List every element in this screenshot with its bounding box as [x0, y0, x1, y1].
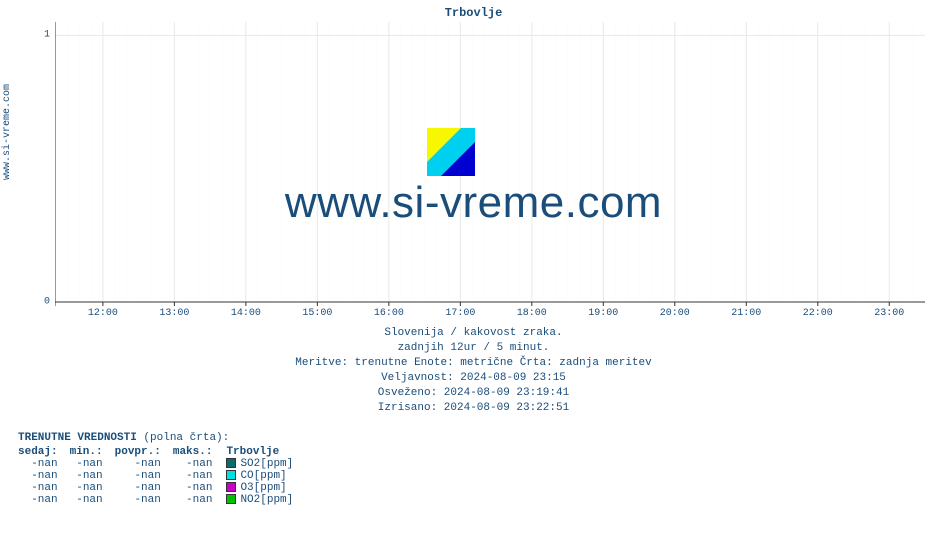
x-tick-label: 12:00: [88, 308, 118, 319]
legend-col-povpr: povpr.:: [115, 446, 173, 458]
x-tick-label: 17:00: [445, 308, 475, 319]
legend-value: -nan: [70, 482, 115, 494]
legend-col-min: min.:: [70, 446, 115, 458]
legend-title-rest: (polna črta):: [137, 432, 229, 444]
x-tick-label: 19:00: [588, 308, 618, 319]
legend-value: -nan: [115, 458, 173, 470]
legend-row: -nan-nan-nan-nanSO2[ppm]: [18, 458, 305, 470]
x-tick-label: 20:00: [660, 308, 690, 319]
legend-value: -nan: [18, 482, 70, 494]
y-tick-label: 0: [44, 297, 50, 308]
legend-value: -nan: [173, 494, 225, 506]
meta-line-2: zadnjih 12ur / 5 minut.: [0, 341, 947, 356]
legend-value: -nan: [115, 494, 173, 506]
legend-value: -nan: [18, 458, 70, 470]
y-tick-label: 1: [44, 30, 50, 41]
x-tick-label: 15:00: [302, 308, 332, 319]
chart-title: Trbovlje: [0, 6, 947, 20]
chart-metadata: Slovenija / kakovost zraka. zadnjih 12ur…: [0, 326, 947, 416]
legend-swatch: [226, 494, 236, 504]
meta-line-3: Meritve: trenutne Enote: metrične Črta: …: [0, 356, 947, 371]
meta-line-5: Osveženo: 2024-08-09 23:19:41: [0, 386, 947, 401]
legend-block: TRENUTNE VREDNOSTI (polna črta): sedaj: …: [18, 432, 305, 506]
meta-line-1: Slovenija / kakovost zraka.: [0, 326, 947, 341]
legend-header-row: sedaj: min.: povpr.: maks.: Trbovlje: [18, 446, 305, 458]
x-tick-label: 22:00: [803, 308, 833, 319]
legend-table: sedaj: min.: povpr.: maks.: Trbovlje -na…: [18, 446, 305, 506]
legend-value: -nan: [70, 470, 115, 482]
x-tick-label: 18:00: [517, 308, 547, 319]
legend-row: -nan-nan-nan-nanCO[ppm]: [18, 470, 305, 482]
legend-value: -nan: [115, 482, 173, 494]
x-tick-label: 16:00: [374, 308, 404, 319]
chart-svg: [55, 22, 925, 312]
x-axis-ticks: 12:00 13:00 14:00 15:00 16:00 17:00 18:00 19:00…: [55, 308, 925, 322]
x-tick-label: 23:00: [874, 308, 904, 319]
legend-series-label: O3[ppm]: [224, 482, 305, 494]
legend-series-label: SO2[ppm]: [224, 458, 305, 470]
meta-line-6: Izrisano: 2024-08-09 23:22:51: [0, 401, 947, 416]
site-vertical-label: www.si-vreme.com: [2, 84, 13, 180]
legend-row: -nan-nan-nan-nanO3[ppm]: [18, 482, 305, 494]
legend-swatch: [226, 482, 236, 492]
legend-col-location: Trbovlje: [224, 446, 305, 458]
legend-value: -nan: [173, 482, 225, 494]
meta-line-4: Veljavnost: 2024-08-09 23:15: [0, 371, 947, 386]
y-axis-ticks: 01: [30, 22, 50, 302]
legend-value: -nan: [18, 494, 70, 506]
site-logo: [427, 128, 475, 176]
watermark-text: www.si-vreme.com: [0, 178, 947, 228]
legend-value: -nan: [115, 470, 173, 482]
legend-col-maks: maks.:: [173, 446, 225, 458]
legend-series-label: CO[ppm]: [224, 470, 305, 482]
x-tick-label: 14:00: [231, 308, 261, 319]
legend-title: TRENUTNE VREDNOSTI (polna črta):: [18, 432, 305, 444]
legend-title-bold: TRENUTNE VREDNOSTI: [18, 432, 137, 444]
legend-series-label: NO2[ppm]: [224, 494, 305, 506]
legend-row: -nan-nan-nan-nanNO2[ppm]: [18, 494, 305, 506]
legend-value: -nan: [70, 494, 115, 506]
legend-col-sedaj: sedaj:: [18, 446, 70, 458]
legend-value: -nan: [173, 470, 225, 482]
legend-swatch: [226, 470, 236, 480]
legend-swatch: [226, 458, 236, 468]
legend-value: -nan: [18, 470, 70, 482]
x-tick-label: 13:00: [159, 308, 189, 319]
legend-value: -nan: [173, 458, 225, 470]
chart-plot-area: [55, 22, 925, 302]
x-tick-label: 21:00: [731, 308, 761, 319]
legend-value: -nan: [70, 458, 115, 470]
